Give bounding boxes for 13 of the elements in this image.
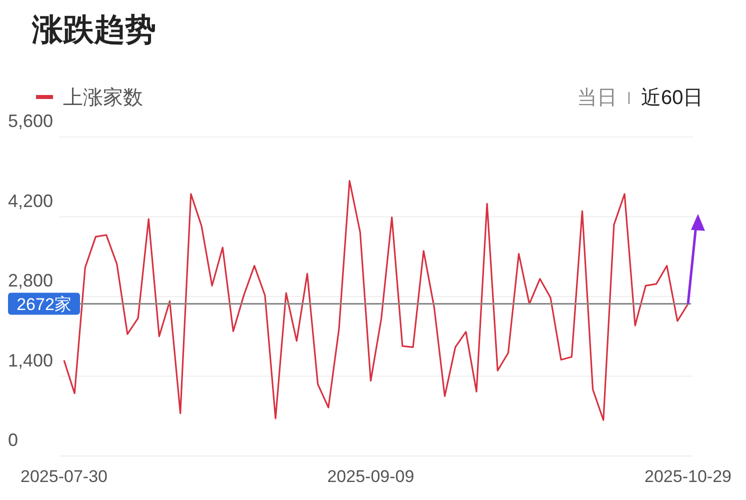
y-tick-label: 1,400 [8,350,54,370]
text: 近60日 [641,87,704,109]
y-tick-label: 5,600 [8,111,54,131]
y-tick-label: 0 [8,430,18,450]
y-tick-label: 2,800 [8,270,54,290]
chart-title: 涨跌趋势 [31,12,156,47]
text: 当日 [577,87,617,109]
x-tick-label: 2025-10-29 [644,467,732,486]
x-tick-label: 2025-07-30 [20,467,108,486]
legend-label: 上涨家数 [63,87,143,109]
ref-line-label: 2672家 [16,294,72,314]
x-tick-label: 2025-09-09 [327,467,414,486]
y-tick-label: 4,200 [8,190,54,211]
